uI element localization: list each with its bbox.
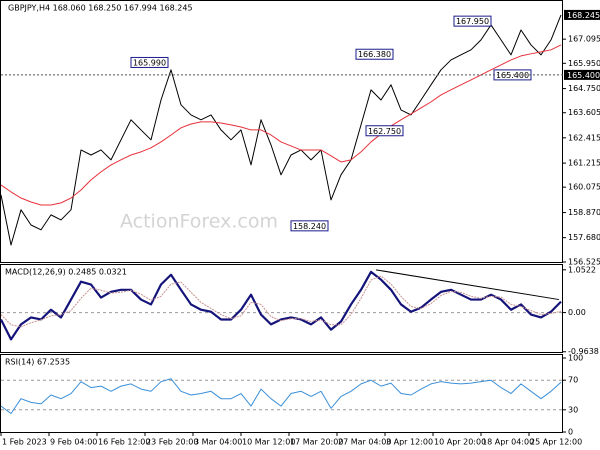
panel-title: RSI(14) 67.2535 xyxy=(5,358,70,367)
annotation-label: 166.380 xyxy=(358,50,391,59)
series-line xyxy=(0,270,562,341)
y-tick-label: 30 xyxy=(568,405,578,414)
x-tick-label: 10 Mar 12:00 xyxy=(242,438,295,447)
annotation-box xyxy=(130,56,169,68)
panel-title: GBPJPY,H4 168.060 168.250 167.994 168.24… xyxy=(8,4,193,13)
annotation-box xyxy=(290,220,329,232)
y-tick-label: 70 xyxy=(568,376,578,385)
y-tick-label: 167.095 xyxy=(568,35,600,44)
price-marker-label: 168.245 xyxy=(567,11,600,20)
x-tick-label: 23 Feb 20:00 xyxy=(146,438,198,447)
macd-panel xyxy=(0,264,563,353)
price-marker xyxy=(564,69,600,80)
watermark: ActionForex.com xyxy=(120,211,278,233)
y-tick-label: 157.680 xyxy=(568,233,600,242)
panel-title: MACD(12,26,9) 0.2485 0.0321 xyxy=(5,268,127,277)
y-tick-label: 162.415 xyxy=(568,133,600,142)
price-panel xyxy=(0,0,563,263)
y-tick-label: 160.075 xyxy=(568,183,600,192)
rsi-panel xyxy=(0,354,563,433)
trendline xyxy=(375,269,560,301)
series-line xyxy=(0,275,562,328)
annotation-label: 158.240 xyxy=(293,222,326,231)
annotation-label: 167.950 xyxy=(456,17,489,26)
x-tick-label: 16 Feb 12:00 xyxy=(98,438,150,447)
series-line xyxy=(0,44,562,206)
annotation-box xyxy=(453,15,492,27)
y-tick-label: 0 xyxy=(568,428,573,437)
y-tick-label: 161.215 xyxy=(568,159,600,168)
annotation-label: 165.990 xyxy=(133,58,166,67)
y-tick-label: 100 xyxy=(568,354,583,363)
x-tick-label: 10 Apr 20:00 xyxy=(434,438,486,447)
y-tick-label: 1.0522 xyxy=(568,265,596,274)
x-tick-label: 27 Mar 04:00 xyxy=(338,438,391,447)
annotation-label: 165.400 xyxy=(496,71,529,80)
annotation-box xyxy=(365,125,404,137)
series-line xyxy=(0,14,562,246)
price-marker-label: 165.400 xyxy=(567,71,600,80)
x-tick-label: 25 Apr 12:00 xyxy=(530,438,582,447)
annotation-box xyxy=(355,48,394,60)
x-tick-label: 1 Feb 2023 xyxy=(2,438,47,447)
y-tick-label: 164.750 xyxy=(568,84,600,93)
y-tick-label: 163.605 xyxy=(568,108,600,117)
y-tick-label: 156.525 xyxy=(568,258,600,267)
y-tick-label: 165.950 xyxy=(568,59,600,68)
x-tick-label: 3 Apr 12:00 xyxy=(386,438,433,447)
series-line xyxy=(0,378,562,414)
y-tick-label: -0.9638 xyxy=(568,347,599,356)
annotation-label: 162.750 xyxy=(368,127,401,136)
y-tick-label: 158.870 xyxy=(568,208,600,217)
y-tick-label: 0.00 xyxy=(568,308,586,317)
x-tick-label: 18 Apr 04:00 xyxy=(482,438,534,447)
x-tick-label: 3 Mar 04:00 xyxy=(194,438,242,447)
x-tick-label: 9 Feb 04:00 xyxy=(50,438,97,447)
price-marker xyxy=(564,9,600,20)
x-tick-label: 17 Mar 20:00 xyxy=(290,438,343,447)
